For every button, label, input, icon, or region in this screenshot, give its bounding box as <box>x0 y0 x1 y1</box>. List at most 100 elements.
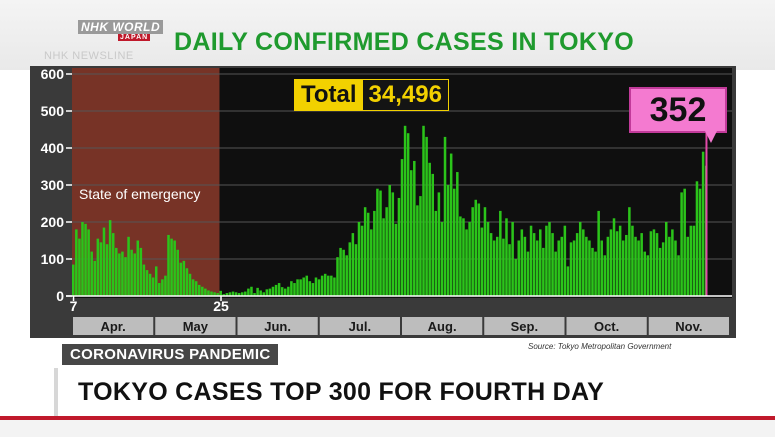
bar <box>560 236 564 296</box>
bar <box>210 291 213 296</box>
bar <box>357 222 361 296</box>
bar <box>689 225 693 296</box>
bar <box>262 292 266 296</box>
bar <box>290 281 293 296</box>
bar <box>542 247 545 296</box>
bar <box>575 233 579 296</box>
month-label: Sep. <box>511 319 538 334</box>
month-label: May <box>183 319 209 334</box>
bar <box>517 240 521 296</box>
bar <box>102 227 106 296</box>
x-day-label: 7 <box>70 298 78 314</box>
bar <box>231 291 235 296</box>
bar <box>118 253 121 296</box>
bar <box>360 225 364 296</box>
month-cell <box>566 317 647 335</box>
bar <box>686 236 690 296</box>
bar <box>468 222 471 296</box>
bar <box>625 234 628 296</box>
bar <box>274 284 278 296</box>
bar <box>649 231 653 296</box>
bar <box>388 185 391 296</box>
month-label: Jun. <box>264 319 291 334</box>
month-cell <box>73 317 154 335</box>
y-tick-label: 600 <box>41 66 65 82</box>
bar <box>188 273 192 296</box>
bar <box>366 212 370 296</box>
bar <box>133 253 136 296</box>
y-tick-label: 100 <box>41 251 65 267</box>
bar <box>271 286 275 296</box>
state-of-emergency-label: State of emergency <box>79 186 201 202</box>
bar <box>280 287 284 296</box>
bar <box>259 290 262 296</box>
bar <box>127 236 130 296</box>
month-label: Nov. <box>675 319 702 334</box>
bar <box>84 223 87 296</box>
month-cell <box>155 317 236 335</box>
bar <box>508 244 511 296</box>
bar <box>437 192 441 296</box>
bar <box>250 286 253 296</box>
y-tick-label: 300 <box>41 177 65 193</box>
x-day-label: 14 <box>745 298 761 314</box>
bar <box>379 190 382 296</box>
bar <box>422 125 425 296</box>
bar <box>176 249 179 296</box>
bar <box>158 283 161 296</box>
month-label: Oct. <box>594 319 619 334</box>
chart-title: DAILY CONFIRMED CASES IN TOKYO <box>174 28 634 56</box>
bar <box>93 260 97 296</box>
bar <box>115 247 118 296</box>
japan-logo: JAPAN <box>118 34 151 41</box>
total-box: Total 34,496 <box>294 79 449 111</box>
bar <box>520 229 524 296</box>
latest-value-callout: 352 <box>629 87 727 133</box>
month-cell <box>484 317 565 335</box>
bar <box>225 293 229 296</box>
bar <box>677 255 680 296</box>
bar <box>535 240 539 296</box>
bar <box>695 181 699 296</box>
bar <box>354 244 358 296</box>
bar <box>124 257 127 296</box>
bar <box>136 240 140 296</box>
bar <box>563 225 567 296</box>
bar <box>339 247 342 296</box>
bar <box>81 222 84 296</box>
bar <box>658 247 662 296</box>
bar <box>148 273 152 296</box>
bar <box>664 222 668 296</box>
bar <box>499 210 502 296</box>
bar <box>409 170 413 296</box>
bar <box>523 236 527 296</box>
bar <box>668 236 671 296</box>
bar <box>382 218 385 296</box>
month-cell <box>237 317 318 335</box>
topic-tag: CORONAVIRUS PANDEMIC <box>62 344 279 365</box>
bar <box>557 240 560 296</box>
bar <box>459 216 462 296</box>
bar <box>477 203 481 296</box>
bar <box>145 270 149 296</box>
bar <box>492 240 496 296</box>
bar <box>661 242 665 296</box>
bar <box>456 172 459 296</box>
bar <box>551 233 554 296</box>
newsline-label: NHK NEWSLINE <box>44 50 134 62</box>
bar <box>446 185 450 296</box>
bar <box>385 207 388 296</box>
footer-strip <box>0 420 775 437</box>
bar <box>640 233 643 296</box>
bar <box>253 293 256 296</box>
bar <box>277 283 281 296</box>
bar <box>443 136 447 296</box>
bar <box>108 220 112 296</box>
bar <box>431 173 434 296</box>
bar <box>416 205 419 296</box>
bar <box>600 240 603 296</box>
bar <box>302 277 305 296</box>
bar <box>539 229 542 296</box>
bar <box>154 266 158 296</box>
bar <box>606 236 610 296</box>
